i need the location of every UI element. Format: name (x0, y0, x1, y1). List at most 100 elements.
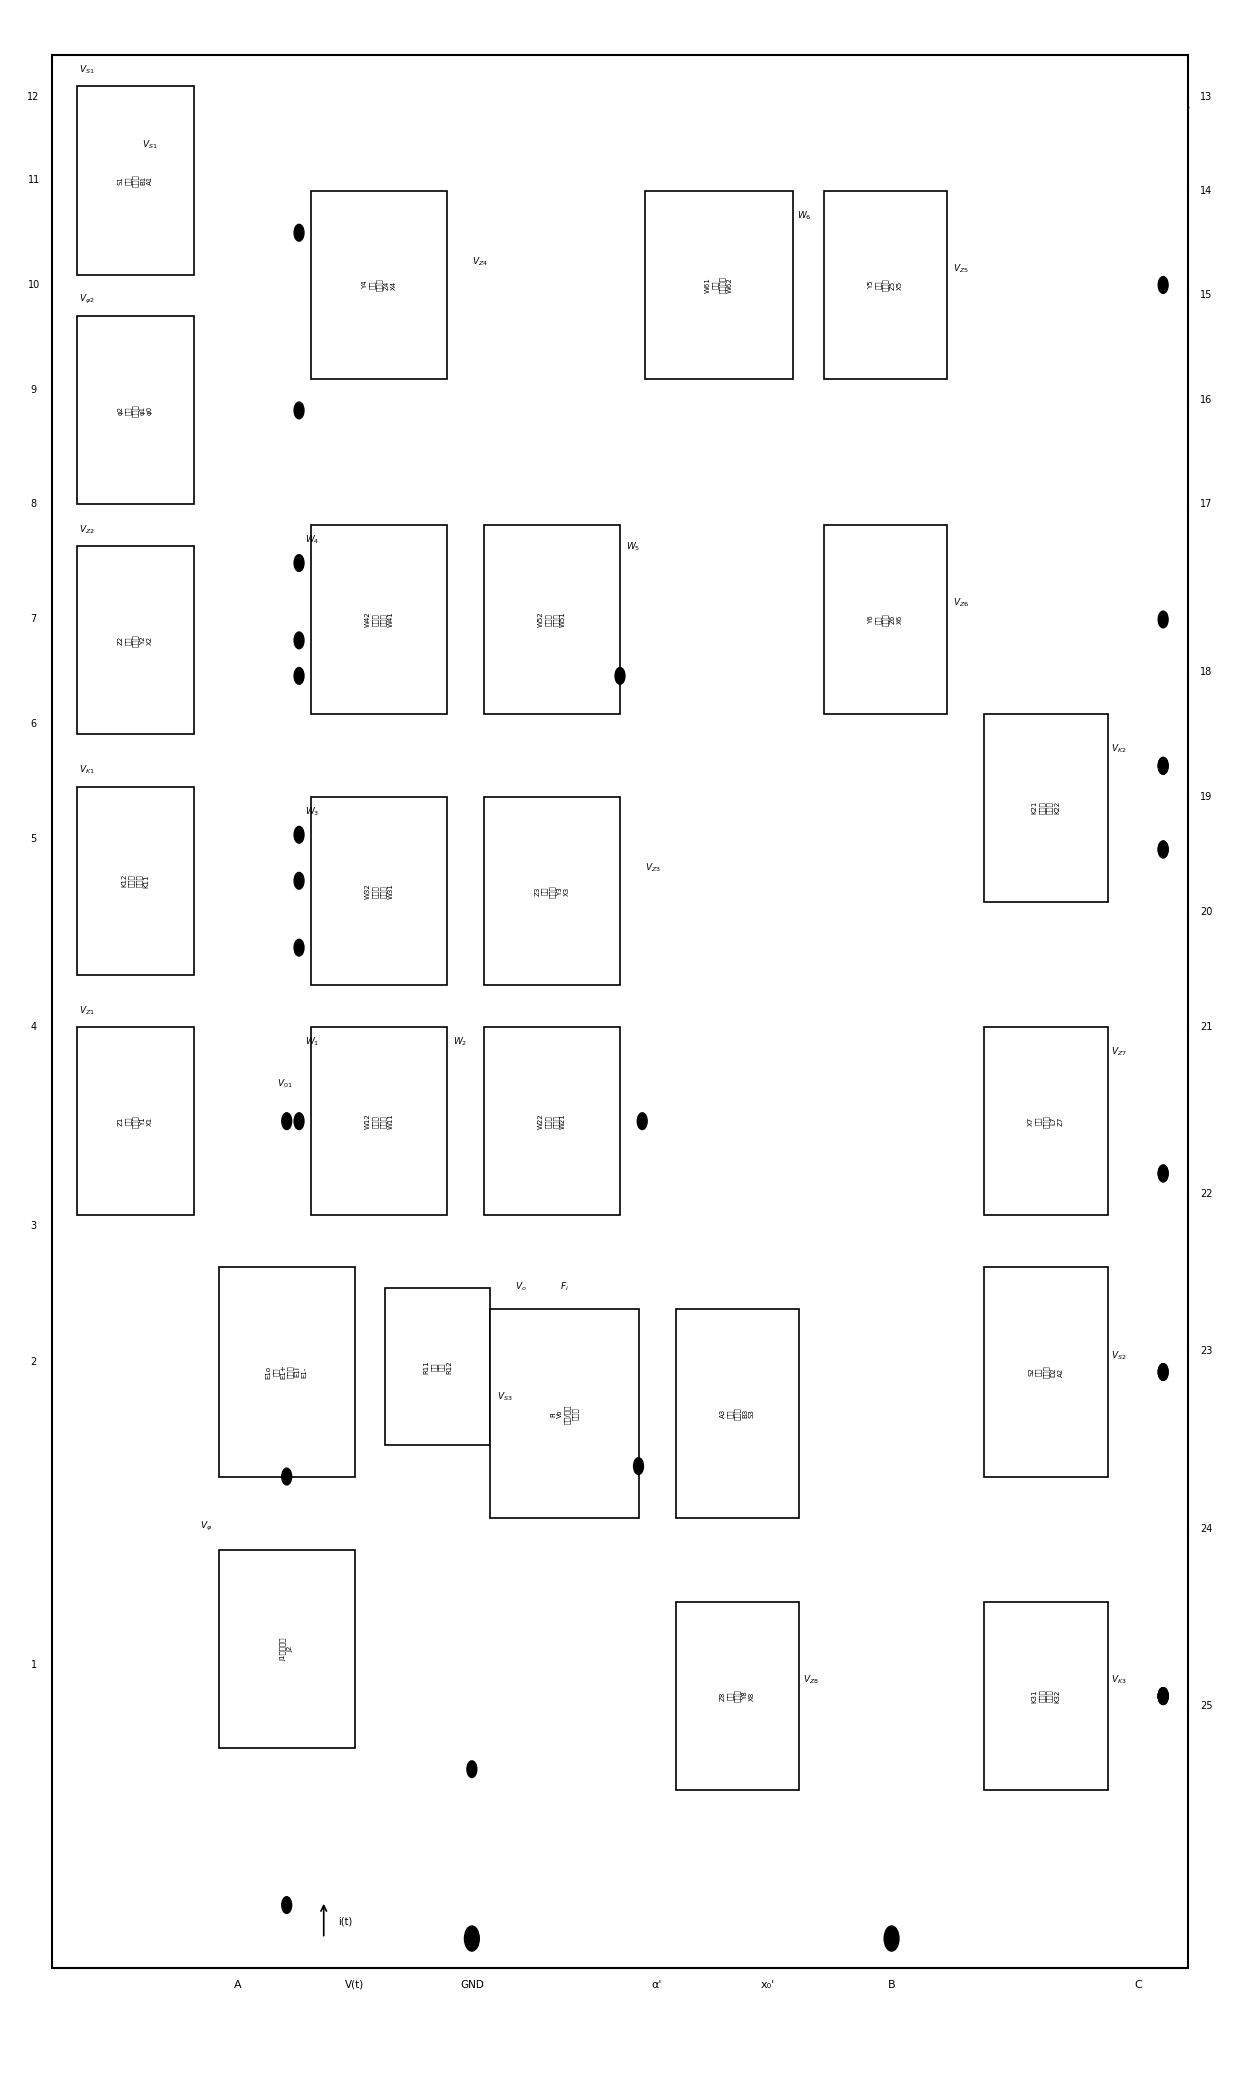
Bar (218, 1268, 355, 1476)
Text: W42
第四运
算模块
W41: W42 第四运 算模块 W41 (365, 612, 393, 627)
Text: S2
第二
加法器
D2
A2: S2 第二 加法器 D2 A2 (1028, 1367, 1064, 1379)
Text: $V_{Z6}$: $V_{Z6}$ (954, 597, 970, 610)
Text: $V_{K3}$: $V_{K3}$ (1111, 1673, 1127, 1685)
Text: 21: 21 (1200, 1023, 1213, 1031)
Text: 6: 6 (31, 719, 37, 729)
Bar (490, 1310, 639, 1518)
Text: $V_{S2}$: $V_{S2}$ (1111, 1350, 1127, 1362)
Text: Y4
第四
乘法器
Z4
X4: Y4 第四 乘法器 Z4 X4 (362, 279, 397, 291)
Circle shape (1158, 612, 1168, 629)
Text: S1
第一
加法器
B1
A1: S1 第一 加法器 B1 A1 (118, 174, 153, 187)
Bar (985, 1601, 1107, 1790)
Text: $W_4$: $W_4$ (305, 534, 320, 547)
Text: Z3
第三
乘法器
Y3
X3: Z3 第三 乘法器 Y3 X3 (534, 885, 569, 897)
Text: $V_{K1}$: $V_{K1}$ (79, 763, 95, 776)
Circle shape (1158, 1687, 1168, 1704)
Text: 8: 8 (31, 499, 37, 509)
Circle shape (467, 1761, 477, 1777)
Text: $W_1$: $W_1$ (305, 1035, 320, 1048)
Text: $V_{Z2}$: $V_{Z2}$ (79, 524, 95, 537)
Bar (77, 1027, 195, 1216)
Bar (676, 1601, 799, 1790)
Circle shape (294, 826, 304, 843)
Circle shape (281, 1467, 291, 1484)
Circle shape (281, 1897, 291, 1914)
Bar (311, 191, 448, 379)
Text: J1积分模块
J2: J1积分模块 J2 (280, 1637, 294, 1660)
Circle shape (615, 667, 625, 683)
Circle shape (1158, 1687, 1168, 1704)
Circle shape (294, 402, 304, 419)
Circle shape (759, 1924, 776, 1953)
Circle shape (1158, 1687, 1168, 1704)
Text: R11
第一
电阻
R12: R11 第一 电阻 R12 (424, 1360, 453, 1373)
Text: $V_{S1}$: $V_{S1}$ (79, 63, 95, 75)
Text: E1o
电流
E1+
传感器
E1i
E1-: E1o 电流 E1+ 传感器 E1i E1- (265, 1364, 308, 1379)
Bar (218, 1549, 355, 1748)
Bar (77, 86, 195, 275)
Text: 25: 25 (1200, 1702, 1213, 1712)
Text: $V_{\varphi2}$: $V_{\varphi2}$ (79, 293, 95, 306)
Text: 13: 13 (1200, 92, 1213, 103)
Text: $W_2$: $W_2$ (454, 1035, 467, 1048)
Bar (77, 786, 195, 975)
Circle shape (294, 667, 304, 683)
Bar (311, 1027, 448, 1216)
Text: W22
第二运
算模块
W21: W22 第二运 算模块 W21 (538, 1113, 567, 1130)
Circle shape (281, 1113, 291, 1130)
Text: B: B (888, 1979, 895, 1989)
Bar (77, 547, 195, 734)
Text: $V_{Z1}$: $V_{Z1}$ (79, 1004, 95, 1017)
Text: 19: 19 (1200, 792, 1213, 803)
Bar (645, 191, 792, 379)
Circle shape (1158, 1165, 1168, 1182)
Circle shape (1158, 840, 1168, 857)
Text: 23: 23 (1200, 1346, 1213, 1356)
Text: K31
第三放
大模块
K32: K31 第三放 大模块 K32 (1032, 1689, 1060, 1702)
Text: 7: 7 (31, 614, 37, 625)
Text: C: C (1135, 1979, 1142, 1989)
Text: 11: 11 (27, 176, 40, 184)
Text: 24: 24 (1200, 1524, 1213, 1534)
Circle shape (294, 224, 304, 241)
Bar (77, 316, 195, 505)
Text: $W_3$: $W_3$ (305, 805, 320, 817)
Text: 12: 12 (27, 92, 40, 103)
Bar (484, 796, 620, 985)
Text: Y5
第五
乘法器
Z5
X5: Y5 第五 乘法器 Z5 X5 (868, 279, 903, 291)
Text: $V_{01}$: $V_{01}$ (278, 1077, 293, 1090)
Text: Fi
Vo
频率/电压
转换器: Fi Vo 频率/电压 转换器 (551, 1404, 579, 1423)
Circle shape (1158, 840, 1168, 857)
Text: W52
第五运
算模块
W51: W52 第五运 算模块 W51 (538, 612, 567, 627)
Bar (823, 191, 947, 379)
Text: 5: 5 (31, 834, 37, 845)
Bar (985, 1027, 1107, 1216)
Text: 4: 4 (31, 1023, 37, 1031)
Circle shape (465, 1926, 480, 1951)
Text: X7
第七
乘法器
L7
Z7: X7 第七 乘法器 L7 Z7 (1028, 1115, 1064, 1128)
Bar (985, 1268, 1107, 1476)
Text: $V_{Z5}$: $V_{Z5}$ (954, 262, 970, 275)
Circle shape (294, 633, 304, 650)
Text: W32
第三运
算模块
W31: W32 第三运 算模块 W31 (365, 882, 393, 899)
Text: 2: 2 (31, 1356, 37, 1367)
Text: $V_{Z7}$: $V_{Z7}$ (1111, 1046, 1127, 1058)
Text: 16: 16 (1200, 394, 1213, 405)
Text: Z2
第二
乘法器
Y2
X2: Z2 第二 乘法器 Y2 X2 (118, 633, 153, 648)
Text: φ2
压控
移相器
φ1
φ0: φ2 压控 移相器 φ1 φ0 (118, 405, 153, 417)
Text: $V_{K2}$: $V_{K2}$ (1111, 742, 1127, 755)
Text: $V_{S3}$: $V_{S3}$ (496, 1392, 512, 1404)
Text: $W_6$: $W_6$ (796, 210, 811, 222)
Text: $V_o$: $V_o$ (515, 1281, 527, 1293)
Circle shape (294, 939, 304, 956)
Text: 9: 9 (31, 384, 37, 394)
Circle shape (1158, 1687, 1168, 1704)
Circle shape (1158, 1364, 1168, 1381)
Circle shape (1158, 757, 1168, 773)
Text: GND: GND (460, 1979, 484, 1989)
Text: 20: 20 (1200, 908, 1213, 918)
Text: 1: 1 (31, 1660, 37, 1671)
Bar (484, 526, 620, 713)
Text: 17: 17 (1200, 499, 1213, 509)
Text: K21
第二放
大模块
K22: K21 第二放 大模块 K22 (1032, 801, 1060, 813)
